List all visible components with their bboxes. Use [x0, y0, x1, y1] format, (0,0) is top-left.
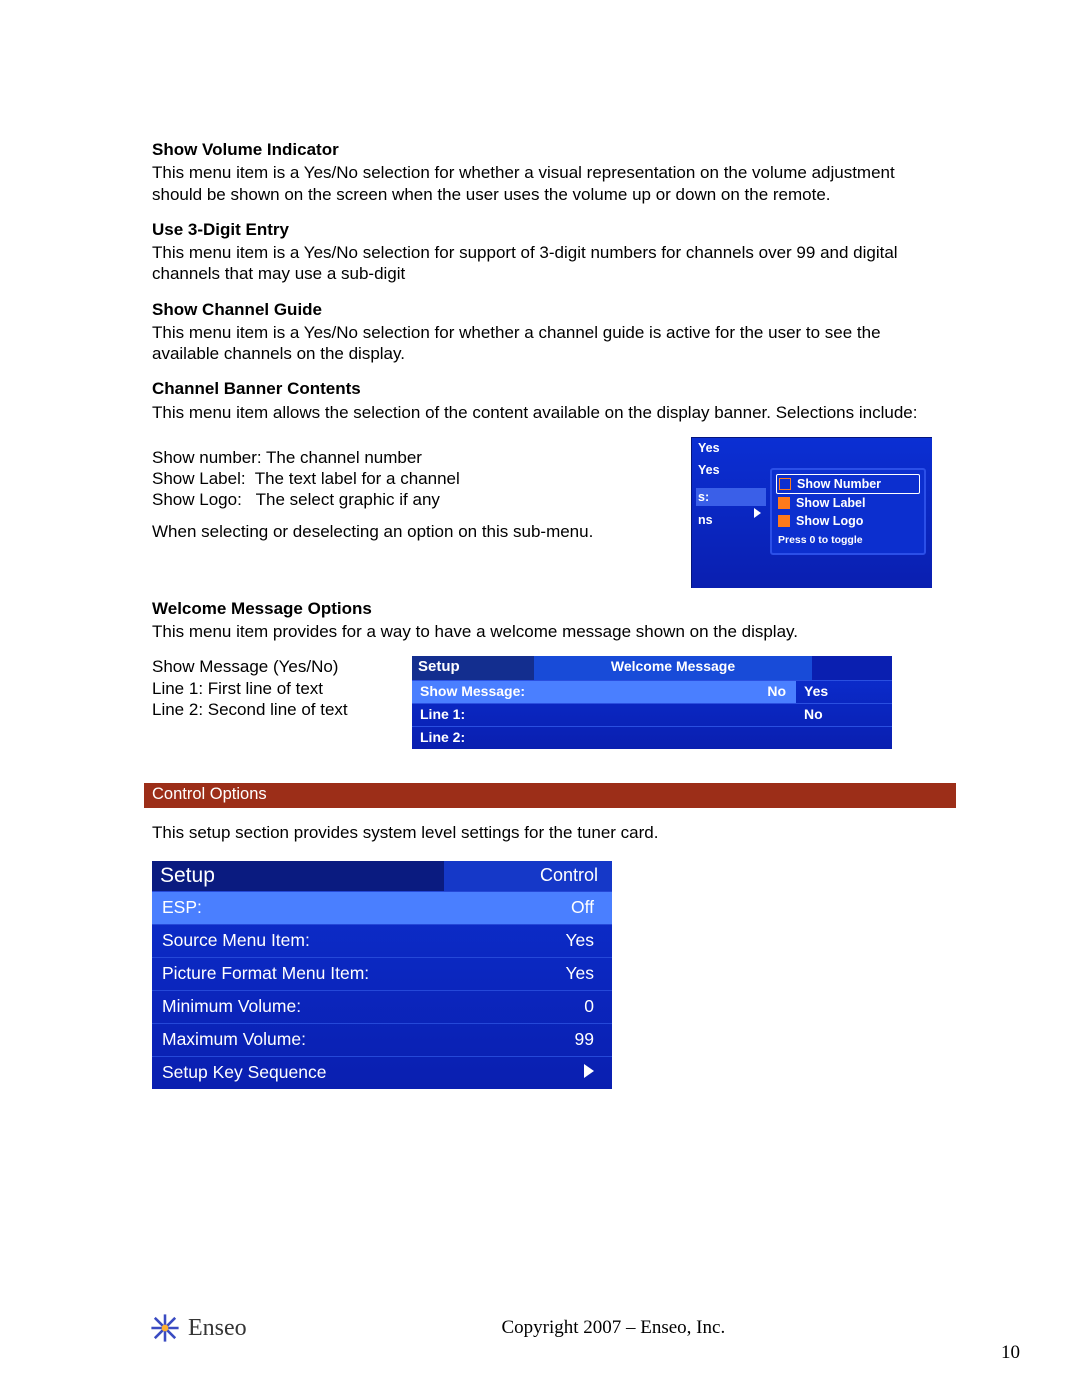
star-icon — [148, 1311, 182, 1345]
control-setup-label: Setup — [152, 861, 444, 891]
banner-yes2: Yes — [696, 460, 766, 480]
welcome-title-label: Welcome Message — [534, 656, 812, 680]
banner-row: Show number: The channel number Show Lab… — [152, 437, 932, 588]
control-picture-v: Yes — [486, 963, 612, 985]
banner-opt-show-logo[interactable]: Show Logo — [772, 512, 924, 530]
control-source-v: Yes — [486, 930, 612, 952]
heading-channel-guide: Show Channel Guide — [152, 299, 932, 320]
welcome-side-no[interactable]: No — [796, 704, 892, 726]
banner-text-col: Show number: The channel number Show Lab… — [152, 437, 673, 556]
checkbox-checked-icon — [778, 515, 790, 527]
banner-opt-show-number[interactable]: Show Number — [776, 474, 920, 494]
welcome-line1-v — [714, 704, 796, 726]
banner-popup[interactable]: Show Number Show Label Show Logo Press 0… — [770, 468, 926, 555]
welcome-setup-label: Setup — [412, 656, 534, 680]
control-title-label: Control — [444, 861, 612, 891]
control-minvol-k: Minimum Volume: — [152, 996, 486, 1018]
banner-list: Show number: The channel number Show Lab… — [152, 447, 673, 511]
welcome-show-msg-v: No — [714, 681, 796, 703]
control-esp-v: Off — [486, 897, 612, 919]
welcome-side-blank — [812, 656, 892, 680]
control-source-k: Source Menu Item: — [152, 930, 486, 952]
banner-s: s: — [696, 488, 766, 506]
welcome-side-blank2 — [796, 727, 892, 749]
control-maxvol-v: 99 — [486, 1029, 612, 1051]
banner-list-num: Show number: The channel number — [152, 447, 673, 468]
control-row-minvol[interactable]: Minimum Volume: 0 — [152, 990, 612, 1023]
welcome-side-yes[interactable]: Yes — [796, 681, 892, 703]
control-options-heading: Control Options — [144, 783, 956, 808]
welcome-text-col: Show Message (Yes/No) Line 1: First line… — [152, 656, 382, 720]
banner-arrow-icon — [754, 508, 761, 518]
control-row-esp[interactable]: ESP: Off — [152, 891, 612, 924]
footer-brand: Enseo — [188, 1313, 247, 1343]
welcome-list-msg: Show Message (Yes/No) — [152, 656, 382, 677]
welcome-header: Setup Welcome Message — [412, 656, 892, 680]
welcome-show-msg-k: Show Message: — [412, 681, 714, 703]
para-control-intro: This setup section provides system level… — [152, 822, 932, 843]
banner-opt-label-label: Show Label — [796, 494, 865, 512]
control-keyseq-v — [486, 1062, 612, 1084]
control-screenshot: Setup Control ESP: Off Source Menu Item:… — [152, 861, 612, 1089]
welcome-list-l1: Line 1: First line of text — [152, 678, 382, 699]
welcome-row-line1[interactable]: Line 1: No — [412, 703, 892, 726]
banner-yes1: Yes — [696, 438, 766, 458]
welcome-line2-v — [714, 727, 796, 749]
triangle-right-icon — [584, 1064, 594, 1078]
footer-logo: Enseo — [148, 1311, 247, 1345]
para-welcome: This menu item provides for a way to hav… — [152, 621, 932, 642]
control-row-source[interactable]: Source Menu Item: Yes — [152, 924, 612, 957]
welcome-list-l2: Line 2: Second line of text — [152, 699, 382, 720]
heading-show-volume: Show Volume Indicator — [152, 139, 932, 160]
heading-welcome: Welcome Message Options — [152, 598, 932, 619]
page-footer: Enseo Copyright 2007 – Enseo, Inc. 10 — [148, 1311, 980, 1345]
para-channel-guide: This menu item is a Yes/No selection for… — [152, 322, 932, 365]
welcome-row-line2[interactable]: Line 2: — [412, 726, 892, 749]
banner-opt-show-label[interactable]: Show Label — [772, 494, 924, 512]
banner-list-logo: Show Logo: The select graphic if any — [152, 489, 673, 510]
welcome-row-show-msg[interactable]: Show Message: No Yes — [412, 680, 892, 703]
control-header: Setup Control — [152, 861, 612, 891]
checkbox-icon — [779, 478, 791, 490]
heading-3-digit: Use 3-Digit Entry — [152, 219, 932, 240]
control-picture-k: Picture Format Menu Item: — [152, 963, 486, 985]
banner-opt-logo-label: Show Logo — [796, 512, 863, 530]
control-row-maxvol[interactable]: Maximum Volume: 99 — [152, 1023, 612, 1056]
footer-copyright: Copyright 2007 – Enseo, Inc. — [247, 1316, 980, 1340]
control-row-keyseq[interactable]: Setup Key Sequence — [152, 1056, 612, 1089]
para-banner-contents: This menu item allows the selection of t… — [152, 402, 932, 423]
banner-list-label: Show Label: The text label for a channel — [152, 468, 673, 489]
control-esp-k: ESP: — [152, 897, 486, 919]
banner-subnote: When selecting or deselecting an option … — [152, 521, 673, 542]
control-keyseq-k: Setup Key Sequence — [152, 1062, 486, 1084]
document-page: Show Volume Indicator This menu item is … — [0, 0, 1080, 1397]
checkbox-checked-icon — [778, 497, 790, 509]
banner-screenshot: Yes Yes s: ns Show Number Show Label Sho… — [691, 437, 932, 588]
heading-banner-contents: Channel Banner Contents — [152, 378, 932, 399]
banner-opt-num-label: Show Number — [797, 475, 881, 493]
para-3-digit: This menu item is a Yes/No selection for… — [152, 242, 932, 285]
welcome-line1-k: Line 1: — [412, 704, 714, 726]
welcome-row: Show Message (Yes/No) Line 1: First line… — [152, 656, 932, 749]
control-minvol-v: 0 — [486, 996, 612, 1018]
control-maxvol-k: Maximum Volume: — [152, 1029, 486, 1051]
welcome-screenshot: Setup Welcome Message Show Message: No Y… — [412, 656, 892, 749]
para-show-volume: This menu item is a Yes/No selection for… — [152, 162, 932, 205]
control-row-picture[interactable]: Picture Format Menu Item: Yes — [152, 957, 612, 990]
page-number: 10 — [1001, 1341, 1020, 1365]
banner-popup-footer: Press 0 to toggle — [772, 530, 924, 547]
welcome-line2-k: Line 2: — [412, 727, 714, 749]
